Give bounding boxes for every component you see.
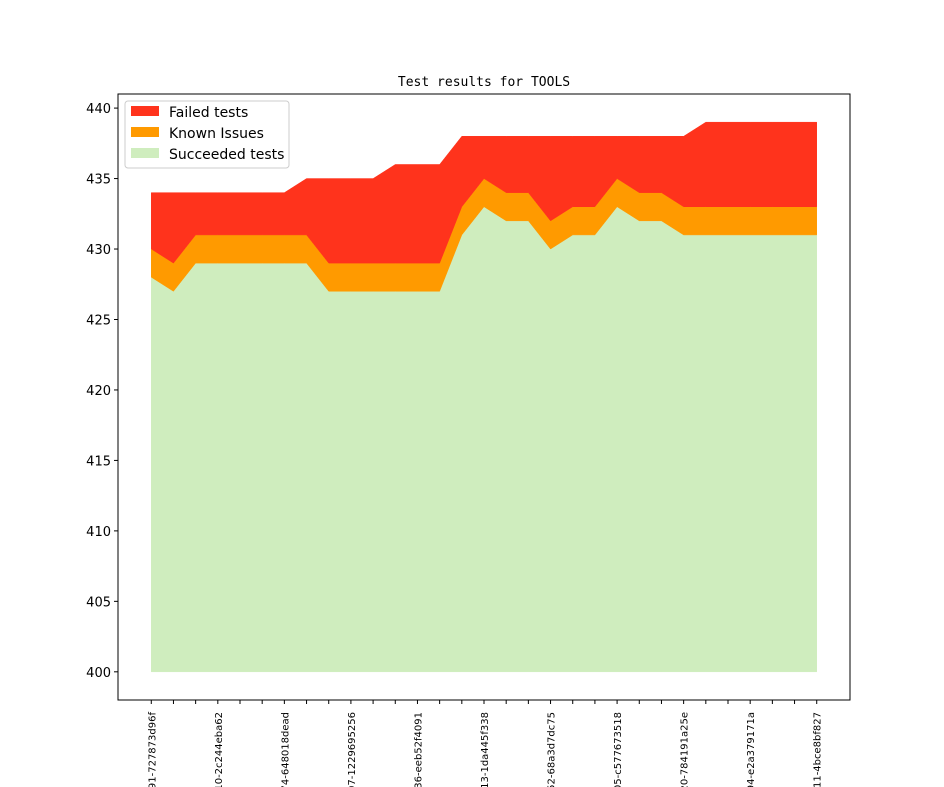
legend: Failed tests Known Issues Succeeded tests — [124, 100, 290, 169]
legend-label: Failed tests — [169, 105, 248, 121]
x-tick-label: 11-4bce8bf827 — [813, 712, 824, 787]
area-failed-tests — [151, 121, 817, 264]
legend-label: Known Issues — [169, 126, 264, 142]
x-tick-label: 36-eeb52f4091 — [413, 712, 424, 787]
x-tick-label: 05-c577673518 — [613, 712, 624, 787]
y-tick-label: 410 — [86, 525, 111, 540]
legend-label: Succeeded tests — [169, 147, 284, 163]
x-tick-label: 91-727873d96f — [147, 712, 158, 787]
legend-swatch — [131, 127, 159, 137]
x-tick-label: 10-2c244eba62 — [214, 712, 225, 787]
y-tick-label: 435 — [86, 173, 111, 188]
x-tick-label: 74-648018dead — [280, 712, 291, 787]
chart-title: Test results for TOOLS — [398, 75, 570, 90]
x-tick-label: 20-784191a25e — [680, 712, 691, 787]
y-tick-label: 420 — [86, 384, 111, 399]
x-tick-label: 52-68a3d7dc75 — [547, 712, 558, 787]
y-tick-label: 440 — [86, 102, 111, 117]
y-tick-label: 415 — [86, 454, 111, 469]
x-tick-label: 07-1229695256 — [347, 712, 358, 787]
legend-swatch — [131, 106, 159, 116]
y-tick-label: 400 — [86, 666, 111, 681]
x-tick-label: 13-1da445f338 — [480, 712, 491, 787]
area-succeeded-tests — [151, 206, 817, 673]
legend-box — [124, 100, 290, 169]
y-tick-label: 430 — [86, 243, 111, 258]
x-tick-label: 94-e2a379171a — [746, 712, 757, 787]
y-tick-label: 425 — [86, 313, 111, 328]
y-tick-label: 405 — [86, 595, 111, 610]
legend-swatch — [131, 148, 159, 158]
